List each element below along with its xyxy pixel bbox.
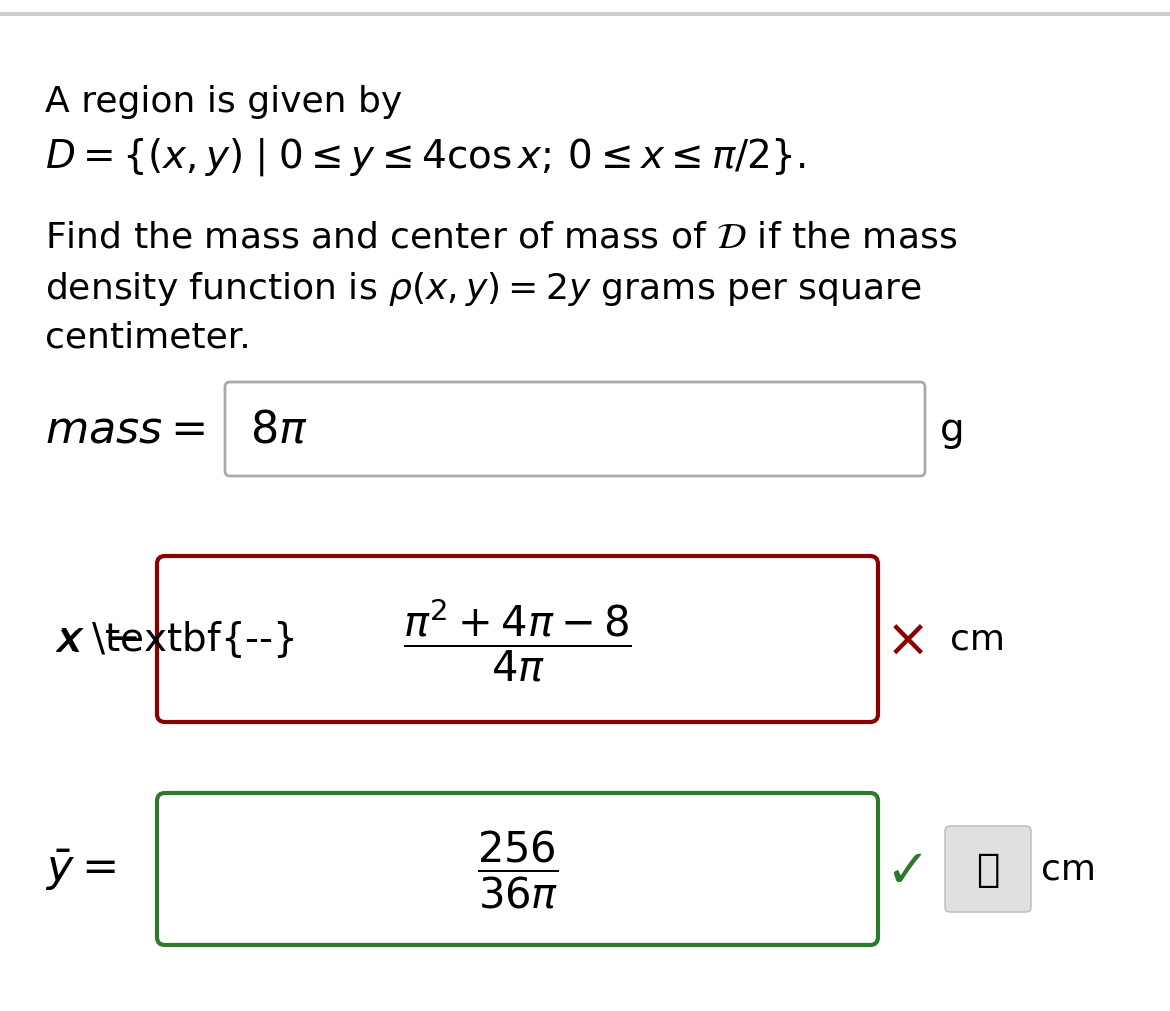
Text: $\bar{y} = $: $\bar{y} = $ (44, 846, 116, 892)
Text: $\checkmark$: $\checkmark$ (885, 843, 922, 895)
FancyBboxPatch shape (157, 556, 878, 722)
Text: centimeter.: centimeter. (44, 319, 250, 354)
FancyBboxPatch shape (225, 382, 925, 476)
Text: A region is given by: A region is given by (44, 85, 402, 119)
Text: Find the mass and center of mass of $\mathcal{D}$ if the mass: Find the mass and center of mass of $\ma… (44, 219, 957, 254)
Text: $x\;-$: $x\;-$ (55, 618, 138, 661)
FancyBboxPatch shape (945, 826, 1031, 912)
Text: density function is $\rho(x, y) = 2y$ grams per square: density function is $\rho(x, y) = 2y$ gr… (44, 270, 922, 307)
Text: 🔑: 🔑 (976, 850, 999, 888)
Text: $\times$: $\times$ (885, 614, 924, 665)
Text: g: g (940, 410, 964, 449)
Text: cm: cm (1041, 852, 1096, 886)
Text: $\mathit{x}$ \textbf{--}: $\mathit{x}$ \textbf{--} (55, 619, 295, 660)
Text: $\mathit{mass} = $: $\mathit{mass} = $ (44, 408, 205, 451)
Text: $\dfrac{\pi^2 + 4\pi - 8}{4\pi}$: $\dfrac{\pi^2 + 4\pi - 8}{4\pi}$ (404, 595, 632, 683)
Text: $\dfrac{256}{36\pi}$: $\dfrac{256}{36\pi}$ (476, 828, 558, 910)
Text: $8\pi$: $8\pi$ (250, 408, 308, 451)
Text: cm: cm (950, 623, 1005, 656)
FancyBboxPatch shape (157, 794, 878, 945)
Text: $D = \{(x, y)\mid 0 \leq y \leq 4\cos x;\, 0 \leq x \leq \pi/2\}.$: $D = \{(x, y)\mid 0 \leq y \leq 4\cos x;… (44, 134, 806, 178)
